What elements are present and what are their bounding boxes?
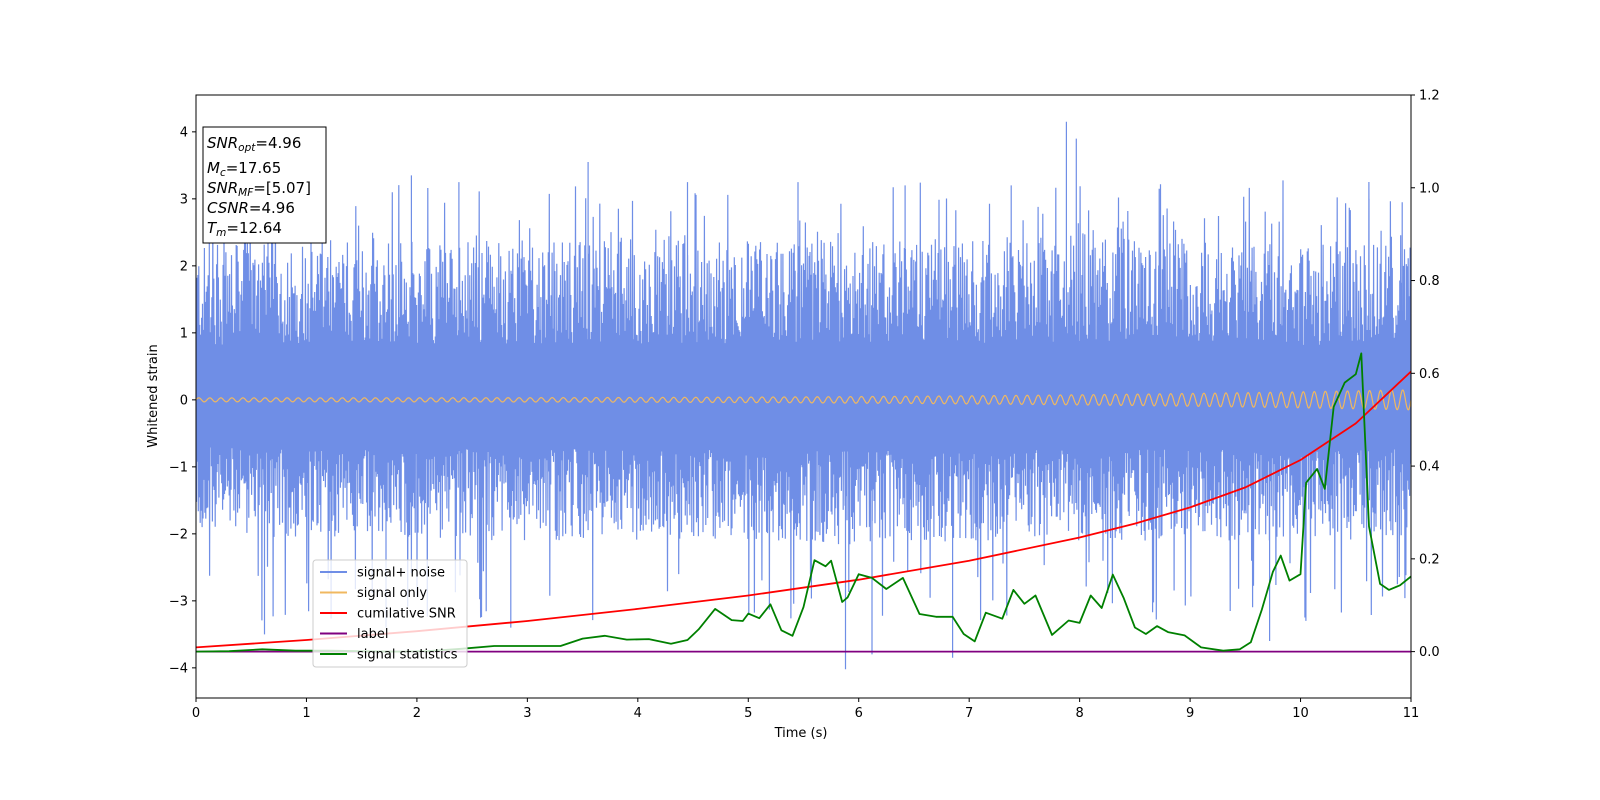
- x-tick-label: 8: [1075, 706, 1083, 721]
- info-line: SNRMF=[5.07]: [207, 179, 311, 199]
- y-tick-label: 0: [180, 393, 188, 408]
- x-tick-label: 2: [413, 706, 421, 721]
- y-tick-label: 4: [180, 125, 188, 140]
- y-axis-label: Whitened strain: [146, 344, 161, 447]
- y-tick-label: −4: [169, 661, 188, 676]
- y2-tick-label: 0.8: [1419, 274, 1440, 289]
- info-line: Mc=17.65: [207, 159, 281, 179]
- y-tick-label: −2: [169, 527, 188, 542]
- x-axis-label: Time (s): [774, 726, 828, 741]
- y2-tick-label: 1.0: [1419, 181, 1440, 196]
- legend: signal+ noise signal only cumilative SNR la…: [312, 559, 468, 668]
- series-signal-statistics: [196, 352, 1411, 653]
- y2-tick-label: 0.4: [1419, 460, 1440, 475]
- y-tick-label: −1: [169, 460, 188, 475]
- x-tick-label: 9: [1186, 706, 1194, 721]
- x-tick-label: 0: [192, 706, 200, 721]
- x-tick-label: 6: [855, 706, 863, 721]
- y-tick-label: −3: [169, 594, 188, 609]
- legend-label: signal+ noise: [357, 566, 445, 581]
- x-tick-label: 3: [523, 706, 531, 721]
- legend-label: signal statistics: [357, 648, 458, 663]
- y-tick-label: 2: [180, 259, 188, 274]
- y-axis-right: 0.0 0.2 0.4 0.6 0.8 1.0 1.2: [1411, 89, 1440, 660]
- series-signal-noise: [196, 121, 1411, 670]
- legend-label: label: [357, 627, 388, 642]
- y2-tick-label: 0.6: [1419, 367, 1440, 382]
- y-axis-left: −4 −3 −2 −1 0 1 2 3 4: [169, 125, 196, 676]
- y2-tick-label: 0.2: [1419, 552, 1440, 567]
- legend-label: cumilative SNR: [357, 607, 456, 622]
- info-line: Tm=12.64: [207, 219, 282, 239]
- x-tick-label: 1: [302, 706, 310, 721]
- axes-frame: [195, 94, 1412, 699]
- y2-tick-label: 0.0: [1419, 645, 1440, 660]
- y2-tick-label: 1.2: [1419, 89, 1440, 104]
- info-line: SNRopt=4.96: [207, 134, 301, 154]
- x-tick-label: 10: [1292, 706, 1309, 721]
- x-tick-label: 5: [744, 706, 752, 721]
- y-tick-label: 1: [180, 326, 188, 341]
- x-tick-label: 4: [634, 706, 642, 721]
- x-tick-label: 7: [965, 706, 973, 721]
- y-tick-label: 3: [180, 192, 188, 207]
- legend-label: signal only: [357, 586, 427, 601]
- info-line: CSNR=4.96: [207, 199, 295, 217]
- x-tick-label: 11: [1403, 706, 1420, 721]
- info-box: SNRopt=4.96 Mc=17.65SNRMF=[5.07]CSNR=4.96…: [202, 126, 327, 244]
- series-signal-only: [196, 389, 1411, 411]
- x-axis: 0 1 2 3 4 5 6 7 8 9 10 11: [192, 698, 1419, 721]
